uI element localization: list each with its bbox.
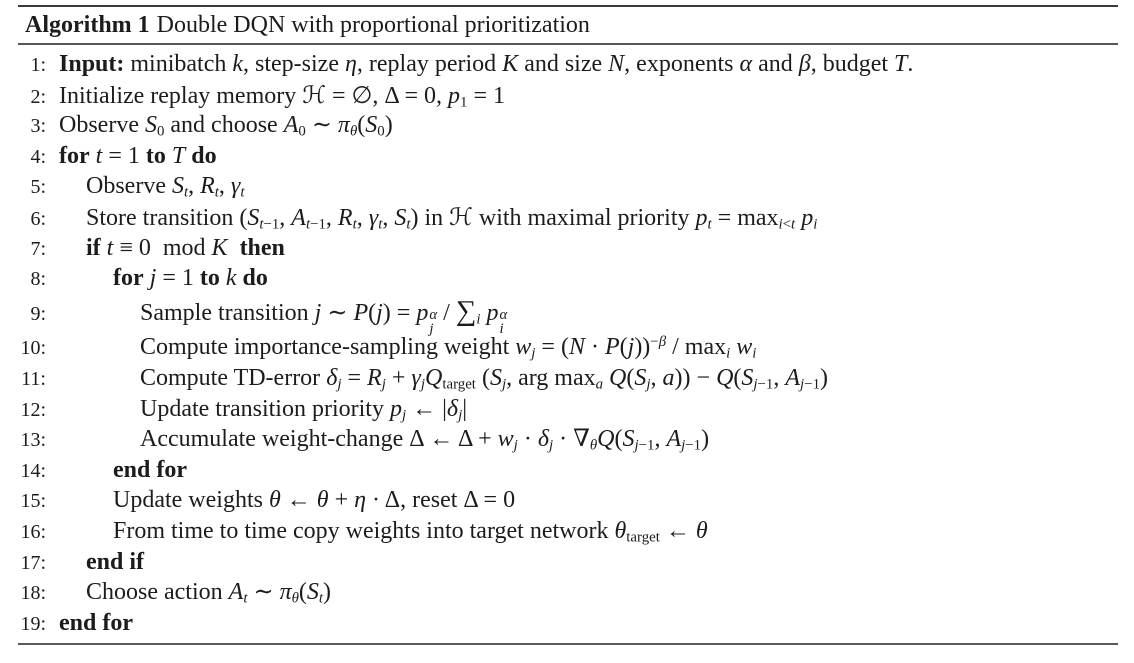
- line-number: 14:: [20, 459, 46, 482]
- algorithm-line: 2: Initialize replay memory ℋ = ∅, Δ = 0,…: [0, 80, 1134, 111]
- line-content: end for: [59, 609, 133, 636]
- line-content: Input: minibatch k, step-size η, replay …: [59, 51, 914, 77]
- algorithm-line: 11: Compute TD-error δj = Rj + γjQtarget …: [0, 363, 1134, 394]
- line-content: Update transition priority pj ← |δj|: [140, 395, 468, 424]
- algorithm-line: 15: Update weights θ ← θ + η · Δ, reset Δ…: [0, 485, 1134, 516]
- line-number: 16:: [20, 520, 46, 543]
- algorithm-title: Algorithm 1 Double DQN with proportional …: [25, 11, 590, 39]
- line-number: 12:: [20, 398, 46, 421]
- bottom-rule: [18, 643, 1118, 645]
- algorithm-line: 18: Choose action At ∼ πθ(St): [0, 577, 1134, 608]
- line-number: 5:: [30, 176, 46, 199]
- algorithm-line: 17: end if: [0, 547, 1134, 578]
- line-number: 18:: [20, 582, 46, 605]
- line-number: 11:: [21, 367, 46, 390]
- line-number: 8:: [30, 268, 46, 291]
- line-number: 19:: [20, 612, 46, 635]
- algorithm-line: 10: Compute importance-sampling weight wj…: [0, 332, 1134, 363]
- line-number: 4:: [30, 145, 46, 168]
- line-content: From time to time copy weights into targ…: [113, 517, 708, 546]
- algorithm-line: 7: if t ≡ 0 mod K then: [0, 233, 1134, 264]
- line-content: end if: [86, 548, 145, 575]
- line-content: Accumulate weight-change Δ ← Δ + wj · δj…: [140, 426, 710, 454]
- line-content: if t ≡ 0 mod K then: [86, 234, 285, 261]
- line-number: 2:: [30, 85, 46, 108]
- algorithm-line: 12: Update transition priority pj ← |δj|: [0, 394, 1134, 425]
- algorithm-line: 19: end for: [0, 608, 1134, 639]
- algorithm-line: 16: From time to time copy weights into t…: [0, 516, 1134, 547]
- line-content: Choose action At ∼ πθ(St): [86, 579, 332, 607]
- algorithm-line: 8: for j = 1 to k do: [0, 263, 1134, 294]
- line-content: Update weights θ ← θ + η · Δ, reset Δ = …: [113, 487, 516, 514]
- line-content: Observe S0 and choose A0 ∼ πθ(S0): [59, 112, 393, 140]
- line-number: 10:: [20, 337, 46, 360]
- algorithm-line: 6: Store transition (St−1, At−1, Rt, γt, …: [0, 202, 1134, 233]
- line-number: 13:: [20, 429, 46, 452]
- algorithm-line: 5: Observe St, Rt, γt: [0, 171, 1134, 202]
- algorithm-line: 14: end for: [0, 455, 1134, 486]
- top-rule: [18, 5, 1118, 7]
- algorithm-caption: Double DQN with proportional prioritizat…: [156, 12, 590, 38]
- line-content: Initialize replay memory ℋ = ∅, Δ = 0, p…: [59, 80, 506, 111]
- algorithm-line: 1: Input: minibatch k, step-size η, repla…: [0, 49, 1134, 80]
- line-number: 7:: [30, 237, 46, 260]
- line-content: Compute importance-sampling weight wj = …: [140, 334, 757, 363]
- algorithm-line: 4: for t = 1 to T do: [0, 141, 1134, 172]
- algorithm-line: 13: Accumulate weight-change Δ ← Δ + wj ·…: [0, 424, 1134, 455]
- line-content: Observe St, Rt, γt: [86, 173, 245, 202]
- line-number: 3:: [30, 115, 46, 138]
- algorithm-body: 1: Input: minibatch k, step-size η, repla…: [0, 49, 1134, 638]
- line-content: end for: [113, 456, 187, 483]
- line-content: for t = 1 to T do: [59, 142, 217, 169]
- line-number: 9:: [30, 302, 46, 325]
- line-number: 17:: [20, 551, 46, 574]
- line-number: 1:: [30, 54, 46, 76]
- title-rule: [18, 43, 1118, 45]
- line-content: for j = 1 to k do: [113, 265, 268, 292]
- line-number: 15:: [20, 490, 46, 513]
- line-content: Compute TD-error δj = Rj + γjQtarget (Sj…: [140, 364, 829, 393]
- algorithm-line: 3: Observe S0 and choose A0 ∼ πθ(S0): [0, 110, 1134, 141]
- line-number: 6:: [30, 207, 46, 230]
- algorithm-label: Algorithm 1: [25, 12, 150, 38]
- line-content: Store transition (St−1, At−1, Rt, γt, St…: [86, 202, 818, 233]
